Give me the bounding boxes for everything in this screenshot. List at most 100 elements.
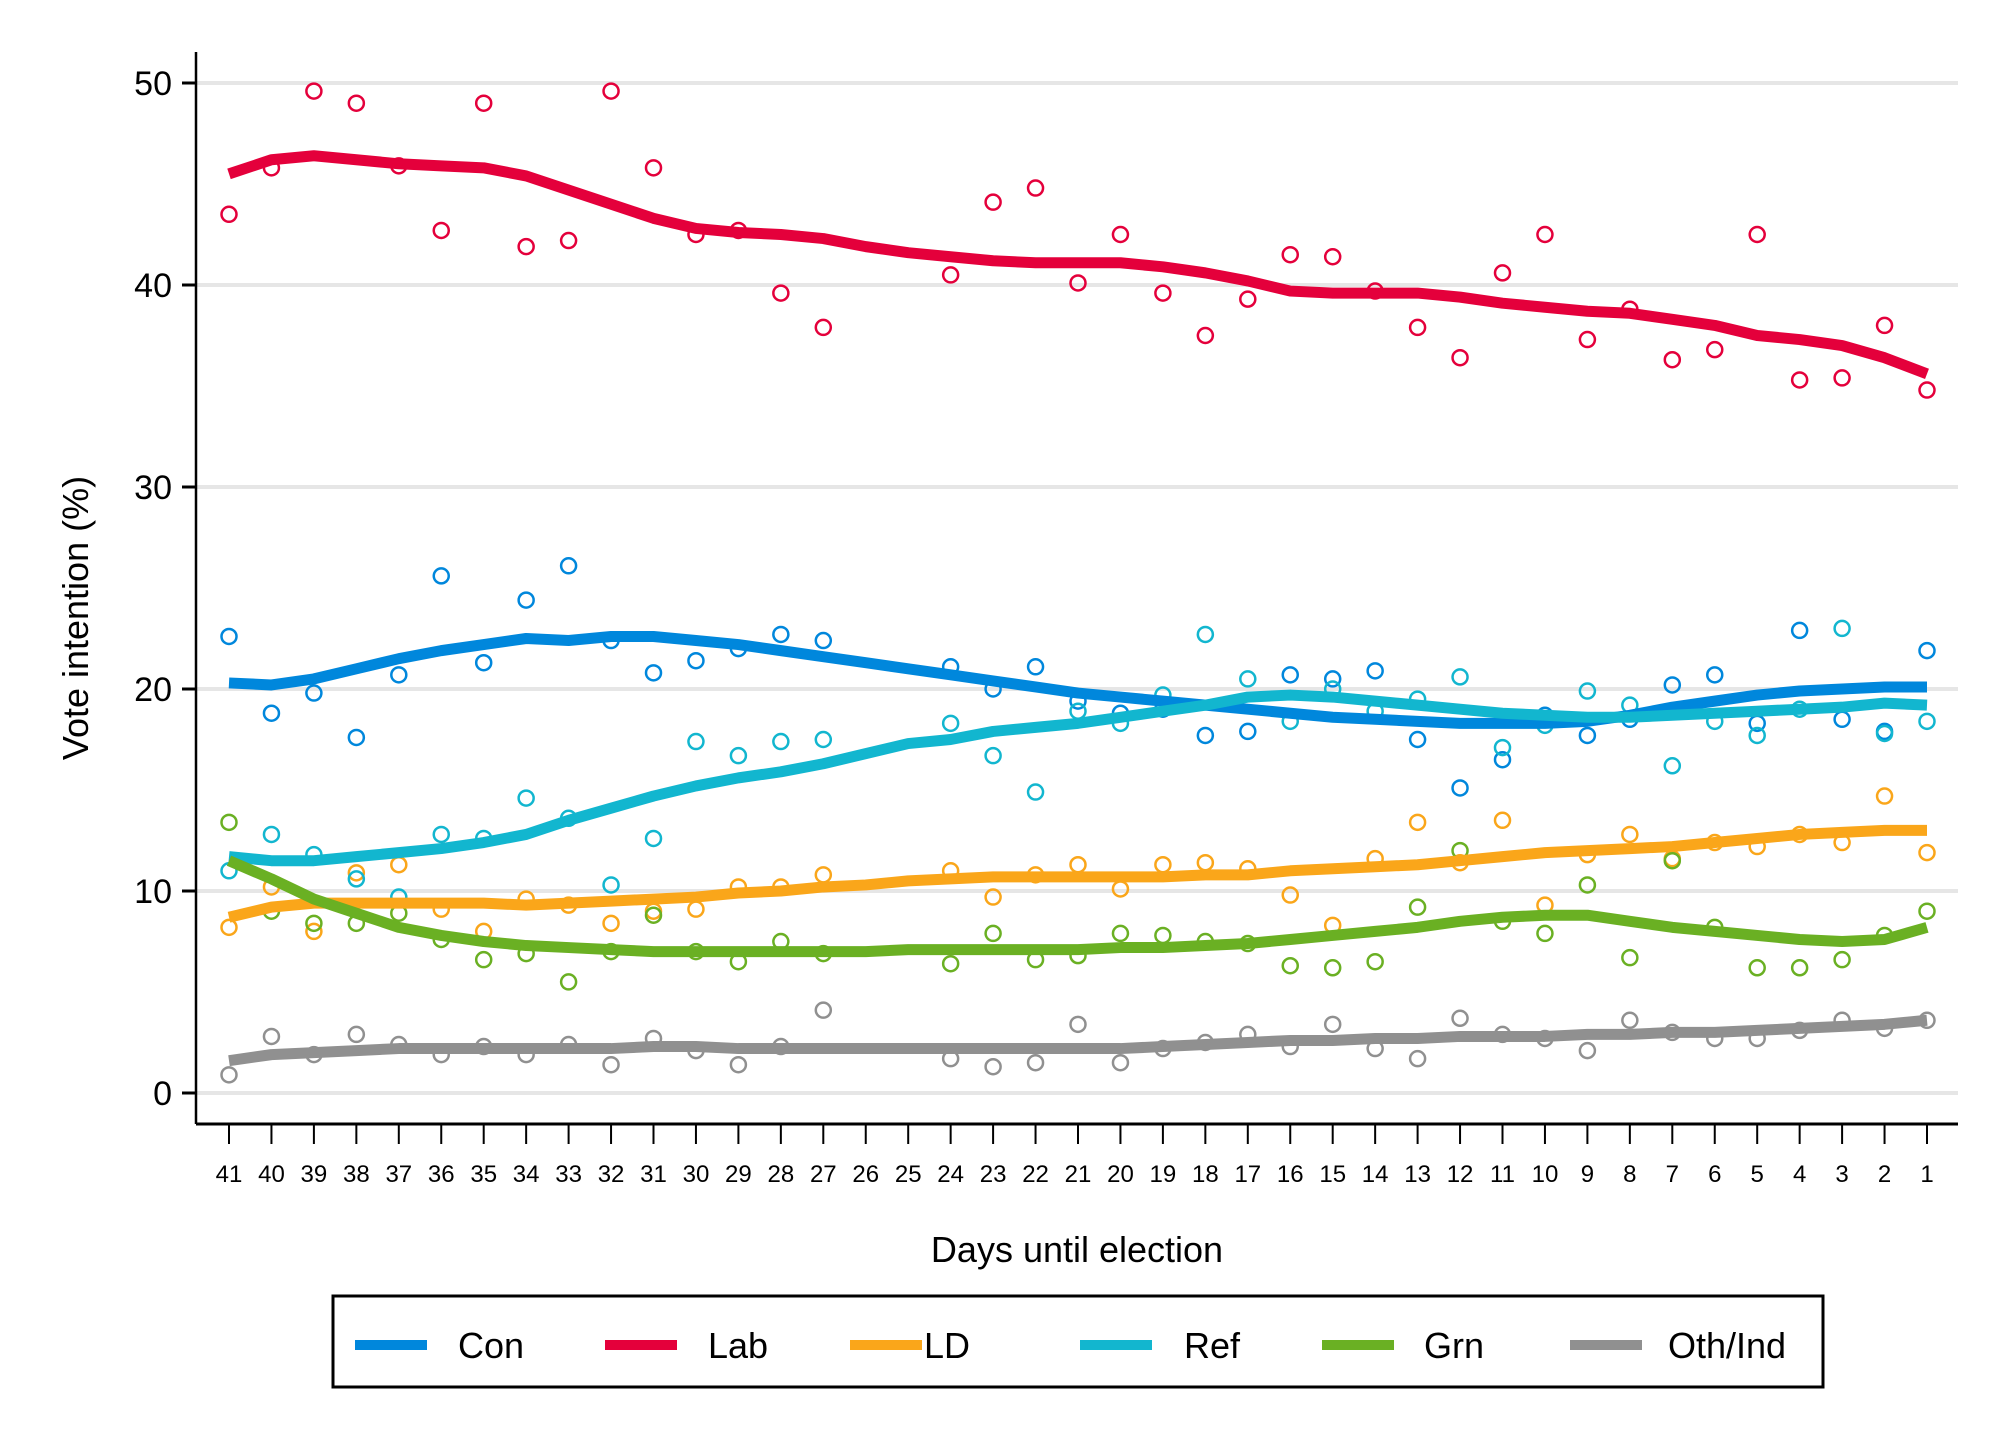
poll-point — [1790, 959, 1809, 977]
y-tick-label: 50 — [134, 65, 172, 103]
x-tick-label: 7 — [1666, 1161, 1679, 1188]
poll-point — [474, 94, 493, 112]
x-tick-label: 10 — [1532, 1161, 1559, 1188]
poll-point — [347, 870, 366, 888]
poll-point — [814, 730, 833, 749]
poll-point — [220, 627, 238, 646]
poll-point — [220, 813, 238, 832]
poll-point — [474, 950, 493, 969]
x-tick-label: 2 — [1878, 1161, 1891, 1188]
poll-point — [687, 651, 705, 670]
x-tick-label: 38 — [343, 1161, 370, 1188]
poll-point — [1451, 1009, 1469, 1028]
x-tick-label: 26 — [852, 1161, 879, 1188]
poll-point — [1748, 225, 1766, 244]
poll-point — [1196, 625, 1215, 644]
poll-point — [941, 266, 960, 284]
poll-point — [1239, 670, 1257, 688]
x-tick-label: 4 — [1793, 1161, 1806, 1188]
poll-point — [1281, 956, 1299, 975]
poll-point — [305, 922, 323, 941]
poll-point — [1663, 851, 1682, 870]
poll-point — [305, 914, 323, 933]
poll-point — [1239, 290, 1257, 308]
x-tick-label: 20 — [1107, 1161, 1134, 1188]
poll-point — [1408, 813, 1427, 832]
x-axis-ticks: 41 40 39 38 37 36 35 34 33 32 31 30 29 28 27 26 25 24 23 22… — [216, 1124, 1934, 1188]
poll-point — [517, 237, 535, 256]
legend-item-oth-ind: Oth/Ind — [1570, 1325, 1786, 1366]
poll-point — [1323, 959, 1342, 977]
poll-point — [305, 82, 323, 100]
poll-point — [729, 1055, 748, 1074]
poll-point — [1663, 350, 1682, 369]
poll-point — [432, 221, 450, 240]
poll-point — [1408, 1049, 1427, 1068]
legend-swatch — [605, 1340, 677, 1350]
poll-point — [1918, 641, 1936, 660]
x-tick-label: 39 — [301, 1161, 328, 1188]
poll-point — [220, 1066, 238, 1084]
trend-line-ld — [227, 824, 1927, 923]
poll-point — [984, 1057, 1002, 1076]
x-tick-label: 3 — [1835, 1161, 1848, 1188]
poll-point — [1918, 381, 1936, 399]
poll-point — [262, 1027, 281, 1046]
legend-item-ld: LD — [850, 1325, 970, 1366]
poll-point — [814, 1001, 833, 1019]
poll-point — [1536, 924, 1554, 943]
poll-point — [220, 205, 238, 224]
poll-point — [1281, 245, 1299, 264]
poll-point — [517, 591, 535, 609]
poll-point — [602, 1055, 620, 1074]
legend-swatch — [850, 1340, 922, 1350]
poll-point — [984, 193, 1002, 211]
poll-point — [1196, 726, 1215, 745]
legend-swatch — [1080, 1340, 1152, 1350]
x-tick-label: 17 — [1234, 1161, 1261, 1188]
poll-point — [474, 653, 493, 672]
legend-item-con: Con — [355, 1325, 524, 1366]
legend-label: Ref — [1184, 1325, 1241, 1366]
poll-point — [1366, 662, 1384, 680]
poll-point — [1323, 670, 1342, 688]
poll-point — [1026, 1053, 1045, 1072]
x-tick-label: 27 — [810, 1161, 837, 1188]
poll-point — [1323, 1015, 1342, 1034]
trend-line-grn — [226, 855, 1929, 958]
poll-point — [1196, 326, 1215, 345]
poll-point — [1875, 787, 1894, 805]
poll-point — [772, 284, 790, 302]
poll-point — [941, 954, 960, 973]
x-tick-label: 18 — [1192, 1161, 1219, 1188]
x-tick-label: 12 — [1447, 1161, 1474, 1188]
trend-line-lab — [227, 150, 1929, 380]
poll-point — [1918, 843, 1936, 862]
poll-point — [984, 924, 1002, 943]
y-axis-title: Vote intention (%) — [55, 476, 96, 760]
poll-point — [772, 625, 790, 644]
poll-point — [602, 914, 620, 933]
poll-point — [347, 728, 366, 747]
poll-point — [1706, 340, 1724, 359]
y-tick-label: 40 — [134, 267, 172, 305]
x-tick-label: 34 — [513, 1161, 540, 1188]
poll-point — [262, 704, 281, 722]
poll-point — [1536, 225, 1554, 244]
poll-point — [1833, 950, 1851, 969]
poll-point — [1918, 902, 1936, 920]
legend-item-grn: Grn — [1322, 1325, 1484, 1366]
poll-point — [984, 746, 1002, 765]
poll-point — [1026, 179, 1045, 197]
legend-label: Lab — [708, 1325, 768, 1366]
poll-point — [1451, 668, 1469, 686]
poll-point — [559, 557, 578, 575]
poll-point — [1069, 1015, 1087, 1034]
legend-swatch — [355, 1340, 427, 1350]
legend-item-lab: Lab — [605, 1325, 768, 1366]
poll-point — [729, 746, 748, 765]
x-tick-label: 9 — [1581, 1161, 1594, 1188]
x-tick-label: 11 — [1490, 1161, 1515, 1188]
x-tick-label: 28 — [767, 1161, 794, 1188]
